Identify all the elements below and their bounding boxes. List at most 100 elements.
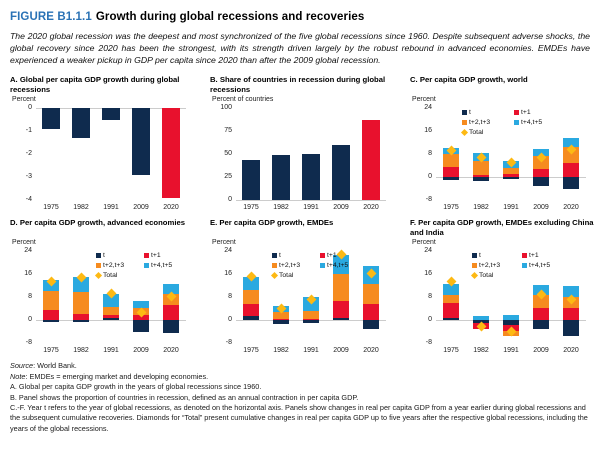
y-tick-label: 75 <box>224 126 232 134</box>
figure-label: FIGURE B1.1.1 <box>10 11 92 23</box>
x-tick-label: 2009 <box>333 204 349 212</box>
legend-swatch-icon <box>144 253 149 259</box>
x-tick-label: 1991 <box>303 347 319 355</box>
x-tick-label: 1982 <box>473 204 489 212</box>
segment-t+2,t+3-1991 <box>503 168 519 175</box>
segment-t+1-2020 <box>563 163 579 178</box>
segment-t+1-1991 <box>503 174 519 178</box>
segment-t-1975 <box>443 317 459 321</box>
x-tick-label: 2009 <box>533 347 549 355</box>
legend-label: t+2,t+3 <box>479 262 501 270</box>
segment-t+1-2020 <box>563 307 579 321</box>
x-tick-label: 2020 <box>563 347 579 355</box>
legend-label: t <box>103 252 105 260</box>
legend-swatch-icon <box>462 120 467 126</box>
legend-item-Total: Total <box>94 272 118 280</box>
bar-1975 <box>242 160 260 201</box>
panel-B: B. Share of countries in recession durin… <box>210 75 402 212</box>
legend-label: t+1 <box>521 109 531 117</box>
x-tick-label: 1991 <box>303 204 319 212</box>
bar-2009 <box>132 108 150 176</box>
segment-t+1-2020 <box>363 303 379 321</box>
y-tick-label: 100 <box>220 103 232 111</box>
legend-item-t: t <box>96 252 105 259</box>
legend-item-t-1: t+1 <box>522 252 539 259</box>
legend-item-t-4-t-5: t+4,t+5 <box>144 262 172 269</box>
legend-label: Total <box>103 272 118 280</box>
zero-axis-line <box>236 200 386 202</box>
legend-item-Total: Total <box>470 272 493 280</box>
x-tick-label: 2020 <box>563 204 579 212</box>
x-tick-label: 1975 <box>443 204 459 212</box>
segment-t+1-1975 <box>443 167 459 178</box>
segment-t+1-1975 <box>243 303 259 317</box>
bar-1982 <box>72 108 90 139</box>
total-diamond-icon <box>94 272 103 280</box>
segment-t+2,t+3-2009 <box>533 156 549 169</box>
segment-t+4,t+5-2020 <box>563 285 579 297</box>
y-tick-label: 16 <box>424 269 432 277</box>
segment-t+4,t+5-1991 <box>103 293 119 307</box>
segment-t-1991 <box>503 177 519 179</box>
legend-item-t-4-t-5: t+4,t+5 <box>522 262 550 269</box>
note-line: C.-F. Year t refers to the year of globa… <box>10 402 588 433</box>
y-tick-label: 16 <box>24 269 32 277</box>
legend-item-Total: Total <box>270 272 293 280</box>
legend-item-t: t <box>462 109 471 116</box>
legend-label: t+1 <box>529 252 539 260</box>
legend-label: Total <box>469 129 484 137</box>
bar-1991 <box>302 154 320 201</box>
x-tick-label: 1991 <box>103 204 119 212</box>
panel-title-F: F. Per capita GDP growth, EMDEs excludin… <box>410 218 594 238</box>
y-tick-label: 0 <box>428 315 432 323</box>
segment-t-1991 <box>303 320 319 323</box>
axis-unit-label: Percent <box>412 96 436 104</box>
legend-item-t-2-t-3: t+2,t+3 <box>462 119 490 126</box>
axis-unit-label: Percent <box>212 239 236 247</box>
segment-t+2,t+3-1991 <box>103 306 119 315</box>
segment-t-2020 <box>563 177 579 189</box>
note-line: B. Panel shows the proportion of countri… <box>10 392 359 402</box>
segment-t+2,t+3-2020 <box>363 284 379 304</box>
y-tick-label: 24 <box>224 246 232 254</box>
y-tick-label: -8 <box>25 338 32 346</box>
segment-t-2009 <box>533 320 549 330</box>
legend-item-t-1: t+1 <box>514 109 531 116</box>
legend-label: t <box>469 109 471 117</box>
legend-label: t+4,t+5 <box>521 119 543 127</box>
legend-item-t-2-t-3: t+2,t+3 <box>272 262 300 269</box>
legend-label: t+2,t+3 <box>103 262 125 270</box>
note-lead: Source <box>10 361 34 371</box>
y-tick-label: 24 <box>424 103 432 111</box>
x-tick-label: 1982 <box>73 204 89 212</box>
segment-t-1982 <box>73 320 89 322</box>
panel-title-E: E. Per capita GDP growth, EMDEs <box>210 218 334 228</box>
total-diamond-icon <box>270 272 279 280</box>
segment-t+1-1975 <box>43 309 59 321</box>
x-tick-label: 1975 <box>43 347 59 355</box>
segment-t-2009 <box>533 177 549 186</box>
segment-t+1-1991 <box>303 319 319 321</box>
legend-swatch-icon <box>522 253 527 259</box>
y-tick-label: 0 <box>428 172 432 180</box>
x-tick-label: 1991 <box>503 204 519 212</box>
legend-label: t <box>479 252 481 260</box>
legend-swatch-icon <box>514 110 519 116</box>
bar-2009 <box>332 145 350 201</box>
figure-notes: Source: World Bank. Note: EMDEs = emergin… <box>10 361 590 434</box>
legend-item-t: t <box>472 252 481 259</box>
x-tick-label: 2020 <box>363 347 379 355</box>
total-diamond-icon <box>460 129 469 137</box>
segment-t+2,t+3-2009 <box>333 274 349 301</box>
total-diamond-icon <box>470 272 479 280</box>
segment-t-1975 <box>443 177 459 181</box>
segment-t+4,t+5-2020 <box>163 283 179 294</box>
x-tick-label: 2020 <box>163 347 179 355</box>
y-tick-label: 8 <box>228 292 232 300</box>
legend-label: t+1 <box>151 252 161 260</box>
bar-1982 <box>272 155 290 201</box>
note-line: Source: World Bank. <box>10 361 77 371</box>
legend-item-t-2-t-3: t+2,t+3 <box>472 262 500 269</box>
segment-t+2,t+3-1975 <box>243 290 259 304</box>
